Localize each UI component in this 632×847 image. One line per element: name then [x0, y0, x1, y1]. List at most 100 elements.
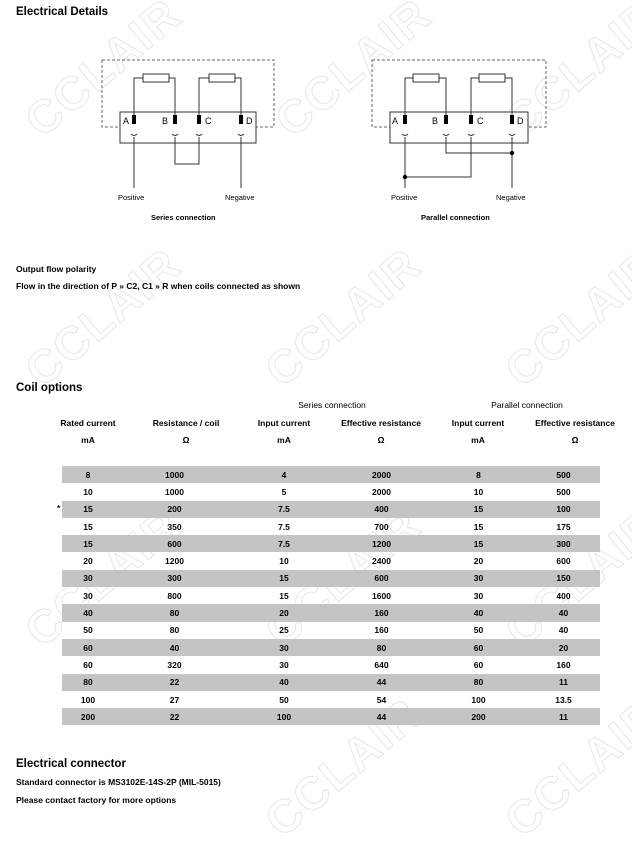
column-unit: Ω — [377, 435, 385, 445]
parallel-diagram — [371, 59, 547, 188]
table-cell: 7.5 — [235, 535, 333, 553]
table-cell: 50 — [473, 625, 484, 636]
table-row: 200 22 100 44 200 11 — [62, 708, 600, 726]
table-cell: 30 — [83, 590, 93, 601]
section-title-electrical-connector: Electrical connector — [16, 758, 126, 770]
column-header: Effective resistance — [341, 418, 421, 428]
table-cell: 600 — [333, 569, 430, 588]
table-row: 60 40 30 80 60 20 — [62, 638, 600, 657]
column-unit: Ω — [571, 435, 579, 445]
table-cell: 60 — [83, 659, 93, 670]
table-cell: 15 — [430, 500, 527, 518]
positive-label: Positive — [118, 193, 144, 202]
table-cell: 640 — [374, 659, 389, 670]
table-cell: 15 — [62, 535, 114, 553]
section-title-coil-options: Coil options — [16, 382, 83, 394]
column-header: Rated current — [60, 418, 116, 428]
table-cell: 50 — [279, 694, 289, 705]
terminal-label-c: C — [205, 116, 212, 126]
column-header: Input current — [257, 418, 311, 428]
table-cell: 15 — [62, 500, 114, 518]
table-cell: 4 — [235, 466, 333, 484]
table-cell: 50 — [83, 625, 93, 636]
column-header: Input current — [451, 418, 505, 428]
table-cell: 80 — [333, 638, 430, 657]
column-header: Resistance / coil — [152, 418, 220, 428]
connector-standard-text: Standard connector is MS3102E-14S-2P (MI… — [16, 777, 221, 787]
table-cell: 54 — [376, 694, 387, 705]
table-cell: 500 — [556, 486, 571, 497]
table-cell: 400 — [333, 500, 430, 518]
table-row: 80 22 40 44 80 11 — [62, 673, 600, 691]
table-cell: 1200 — [333, 535, 430, 553]
table-cell: 80 — [62, 673, 114, 691]
section-title-electrical-details: Electrical Details — [16, 6, 109, 18]
table-cell: 10 — [279, 556, 289, 567]
table-cell: 2000 — [372, 486, 391, 497]
table-cell: 15 — [430, 535, 527, 553]
table-cell: 1200 — [165, 556, 184, 567]
table-cell: 22 — [114, 673, 235, 691]
table-cell: 11 — [527, 673, 600, 691]
table-row: 15 600 7.5 1200 15 300 — [62, 535, 600, 553]
table-cell: 150 — [527, 569, 600, 588]
table-row: 60 320 30 640 60 160 — [62, 656, 600, 673]
table-cell: 1000 — [114, 466, 235, 484]
table-cell: 30 — [279, 659, 289, 670]
polarity-text: Flow in the direction of P » C2, C1 » R … — [16, 281, 301, 291]
polarity-title: Output flow polarity — [16, 264, 97, 274]
table-cell: 60 — [430, 638, 527, 657]
table-cell: 25 — [279, 625, 289, 636]
table-cell: 40 — [235, 673, 333, 691]
negative-label: Negative — [225, 193, 255, 202]
terminal-label-a: A — [392, 116, 398, 126]
coil-options-table: 8 1000 4 2000 8 500 10 1000 5 2000 10 500 15 200 7.5 40… — [62, 466, 600, 726]
table-cell: 100 — [235, 708, 333, 726]
table-cell: 20 — [83, 556, 93, 567]
table-row: 10 1000 5 2000 10 500 — [62, 483, 600, 500]
series-diagram — [101, 59, 275, 188]
table-cell: 40 — [527, 604, 600, 622]
table-cell: 2000 — [333, 466, 430, 484]
table-cell: 800 — [167, 590, 182, 601]
table-cell: 1000 — [165, 486, 184, 497]
table-cell: 600 — [556, 556, 571, 567]
table-cell: 160 — [556, 659, 571, 670]
table-cell: 7.5 — [235, 500, 333, 518]
table-cell: 80 — [169, 625, 180, 636]
table-cell: 27 — [169, 694, 180, 705]
table-cell: 160 — [374, 625, 389, 636]
table-cell: 100 — [527, 500, 600, 518]
table-cell: 200 — [114, 500, 235, 518]
table-cell: 100 — [471, 694, 486, 705]
negative-label: Negative — [496, 193, 526, 202]
table-row: 50 80 25 160 50 40 — [62, 622, 600, 639]
connector-contact-text: Please contact factory for more options — [16, 795, 177, 805]
table-row: 15 350 7.5 700 15 175 — [62, 518, 600, 535]
table-cell: 44 — [333, 673, 430, 691]
table-cell: 11 — [527, 708, 600, 726]
table-cell: 300 — [114, 569, 235, 588]
table-cell: 1600 — [372, 590, 391, 601]
column-unit: mA — [81, 435, 95, 445]
table-cell: 15 — [235, 569, 333, 588]
table-cell: 600 — [114, 535, 235, 553]
table-cell: 175 — [556, 521, 571, 532]
table-cell: 2400 — [372, 556, 391, 567]
table-cell: 40 — [430, 604, 527, 622]
table-cell: 400 — [556, 590, 571, 601]
table-cell: 44 — [333, 708, 430, 726]
table-cell: 700 — [374, 521, 389, 532]
table-cell: 80 — [430, 673, 527, 691]
junction-dot — [402, 174, 408, 180]
column-unit: mA — [471, 435, 485, 445]
table-cell: 30 — [430, 569, 527, 588]
table-cell: 20 — [473, 556, 484, 567]
table-cell: 13.5 — [555, 694, 572, 705]
column-header: Effective resistance — [535, 418, 615, 428]
table-row: 30 800 15 1600 30 400 — [62, 587, 600, 604]
parallel-caption: Parallel connection — [421, 213, 490, 222]
positive-label: Positive — [391, 193, 417, 202]
table-cell: 100 — [80, 694, 96, 705]
junction-dot — [509, 150, 515, 156]
